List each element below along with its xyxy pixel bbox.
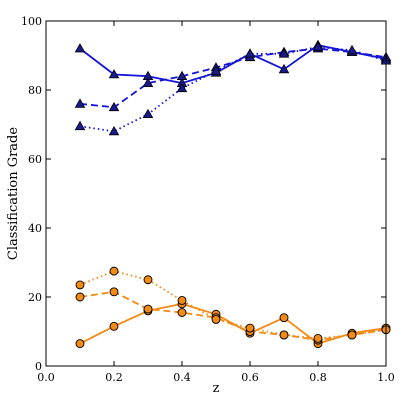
data-point xyxy=(109,266,119,276)
y-axis-title: Classification Grade xyxy=(6,127,21,260)
data-point xyxy=(313,333,323,343)
data-point xyxy=(347,330,357,340)
data-point xyxy=(279,330,289,340)
data-point xyxy=(108,101,120,112)
data-point xyxy=(312,41,324,51)
data-point xyxy=(245,323,255,333)
x-tick-label: 1.0 xyxy=(377,371,395,384)
data-point xyxy=(177,296,187,305)
y-tick-label: 60 xyxy=(28,153,42,166)
data-point xyxy=(346,44,358,55)
data-point xyxy=(108,125,120,136)
series-6 xyxy=(75,266,391,343)
data-point xyxy=(176,82,188,93)
data-point xyxy=(75,292,85,302)
data-point xyxy=(176,70,188,80)
y-tick-label: 20 xyxy=(28,291,42,304)
data-point xyxy=(74,43,86,53)
series-line xyxy=(79,46,387,133)
series-line xyxy=(79,270,387,340)
data-point xyxy=(142,77,154,87)
x-tick-label: 0.0 xyxy=(37,371,55,384)
data-point xyxy=(278,48,290,58)
series-layer xyxy=(74,39,392,349)
data-point xyxy=(244,48,256,58)
data-point xyxy=(143,275,153,285)
data-point xyxy=(108,69,120,79)
data-point xyxy=(211,314,221,324)
y-tick-label: 100 xyxy=(21,15,42,28)
data-point xyxy=(210,65,222,75)
data-point xyxy=(142,108,154,118)
x-tick-label: 0.2 xyxy=(105,371,123,384)
y-tick-label: 40 xyxy=(28,222,42,235)
data-point xyxy=(75,339,85,349)
series-2 xyxy=(74,43,392,112)
ticks-layer: 0.0 0.2 0.4 0.6 0.8 1.0 0 20 40 60 80 100 xyxy=(21,15,395,384)
y-tick-label: 0 xyxy=(35,360,42,373)
data-point xyxy=(278,63,290,74)
plot-frame xyxy=(45,20,387,367)
series-line xyxy=(79,44,387,84)
series-1 xyxy=(74,39,392,87)
x-tick-label: 0.4 xyxy=(173,371,191,384)
x-tick-label: 0.6 xyxy=(241,371,259,384)
series-line xyxy=(79,290,387,342)
data-point xyxy=(74,120,86,131)
series-line xyxy=(79,47,387,109)
data-point xyxy=(109,287,119,297)
x-tick-label: 0.8 xyxy=(309,371,327,384)
data-point xyxy=(177,308,187,317)
data-point xyxy=(279,313,289,323)
data-point xyxy=(74,98,86,108)
y-tick-label: 80 xyxy=(28,84,42,97)
series-3 xyxy=(74,41,392,136)
data-point xyxy=(109,321,119,331)
data-point xyxy=(143,304,153,314)
x-axis-title: z xyxy=(213,381,220,396)
data-point xyxy=(75,280,85,290)
